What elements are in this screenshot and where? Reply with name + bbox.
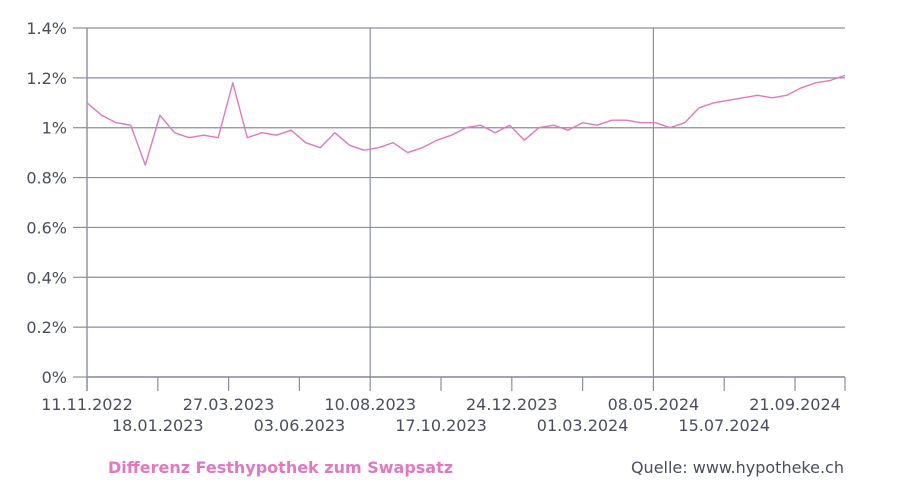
y-tick-label: 0.8% — [26, 169, 67, 188]
legend-label: Differenz Festhypothek zum Swapsatz — [108, 458, 454, 477]
x-tick-label: 18.01.2023 — [112, 416, 204, 435]
y-tick-label: 0.6% — [26, 218, 67, 237]
x-tick-label: 24.12.2023 — [466, 395, 558, 414]
x-tick-label: 08.05.2024 — [608, 395, 700, 414]
x-tick-label: 21.09.2024 — [749, 395, 841, 414]
y-tick-label: 0.2% — [26, 318, 67, 337]
y-tick-label: 1% — [42, 119, 67, 138]
y-tick-label: 0% — [42, 368, 67, 387]
grid-lines — [87, 27, 845, 378]
x-tick-label: 10.08.2023 — [324, 395, 416, 414]
axes — [73, 27, 846, 391]
y-tick-label: 0.4% — [26, 268, 67, 287]
series-line — [86, 74, 846, 166]
x-tick-label: 17.10.2023 — [395, 416, 487, 435]
x-tick-label: 27.03.2023 — [183, 395, 275, 414]
y-tick-label: 1.2% — [26, 69, 67, 88]
x-tick-label: 01.03.2024 — [537, 416, 629, 435]
source-credit: Quelle: www.hypotheke.ch — [630, 458, 844, 477]
y-tick-label: 1.4% — [26, 19, 67, 38]
x-tick-label: 15.07.2024 — [678, 416, 770, 435]
tick-labels: 0% 0.2% 0.4% 0.6% 0.8% 1% 1.2% 1.4% 11.11.2022 27… — [26, 19, 840, 435]
x-tick-label: 03.06.2023 — [254, 416, 346, 435]
series-layer — [86, 74, 846, 166]
x-tick-label: 11.11.2022 — [41, 395, 133, 414]
